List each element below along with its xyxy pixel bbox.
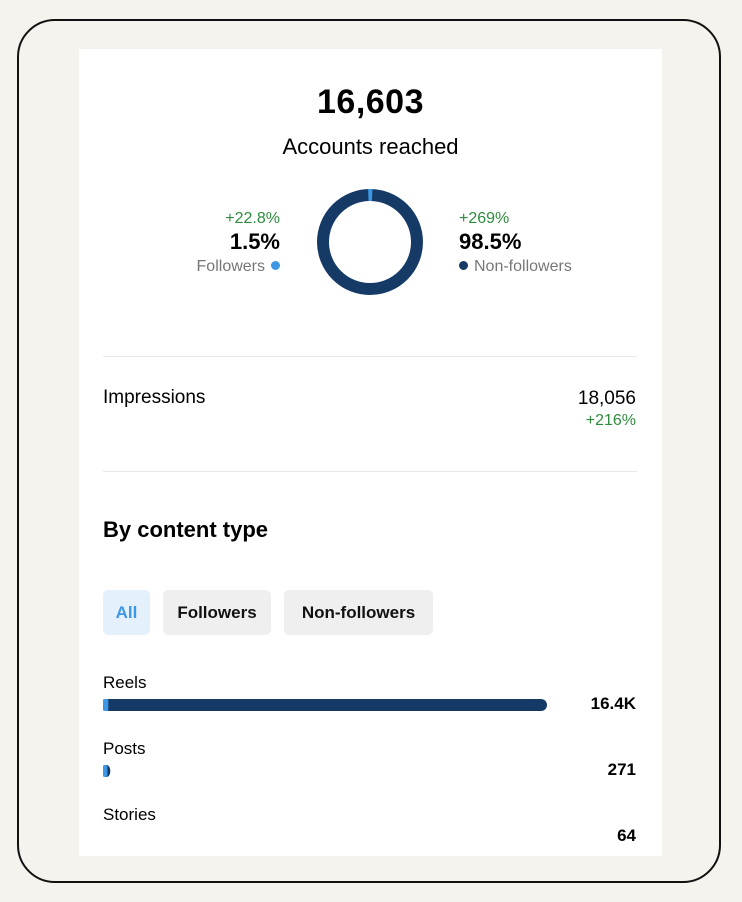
followers-delta: +22.8% [225, 210, 280, 227]
content-type-title: By content type [103, 517, 269, 542]
impressions-delta: +216% [585, 412, 636, 429]
non-followers-legend-dot [459, 261, 468, 270]
bar-non-followers-segment [103, 699, 547, 711]
insights-screen: 16,603 Accounts reached +22.8% 1.5% Foll… [79, 49, 662, 856]
non-followers-stat: +269% 98.5% Non-followers [459, 209, 659, 279]
filter-chip-all[interactable]: All [103, 590, 150, 635]
impressions-label: Impressions [103, 387, 206, 408]
divider [103, 356, 637, 357]
followers-legend-label: Followers [196, 258, 265, 275]
non-followers-legend: Non-followers [459, 255, 659, 279]
content-type-label-reels: Reels [103, 673, 147, 692]
donut-non-followers-segment [317, 189, 423, 295]
accounts-reached-label: Accounts reached [282, 134, 459, 159]
followers-stat: +22.8% 1.5% Followers [139, 209, 280, 279]
donut-followers-segment [317, 189, 423, 295]
followers-percent: 1.5% [229, 229, 280, 254]
content-type-value-posts: 271 [607, 760, 636, 779]
accounts-reached-count: 16,603 [317, 83, 424, 121]
content-type-label-stories: Stories [103, 805, 156, 824]
non-followers-percent: 98.5% [459, 229, 522, 254]
non-followers-delta: +269% [459, 210, 510, 227]
content-type-bar-reels [103, 699, 547, 711]
content-type-label-posts: Posts [103, 739, 146, 758]
content-type-value-stories: 64 [617, 826, 636, 845]
filter-chip-non-followers[interactable]: Non-followers [284, 590, 433, 635]
content-type-bar-stories [103, 831, 547, 843]
content-type-bar-posts [103, 765, 547, 777]
filter-chip-followers[interactable]: Followers [163, 590, 271, 635]
followers-legend: Followers [139, 255, 280, 279]
followers-legend-dot [271, 261, 280, 270]
audience-donut-chart [315, 187, 425, 297]
bar-followers-segment [103, 765, 108, 777]
non-followers-legend-label: Non-followers [474, 258, 572, 275]
divider [103, 471, 637, 472]
impressions-value: 18,056 [577, 388, 636, 409]
content-type-value-reels: 16.4K [590, 694, 636, 713]
bar-followers-segment [103, 699, 109, 711]
